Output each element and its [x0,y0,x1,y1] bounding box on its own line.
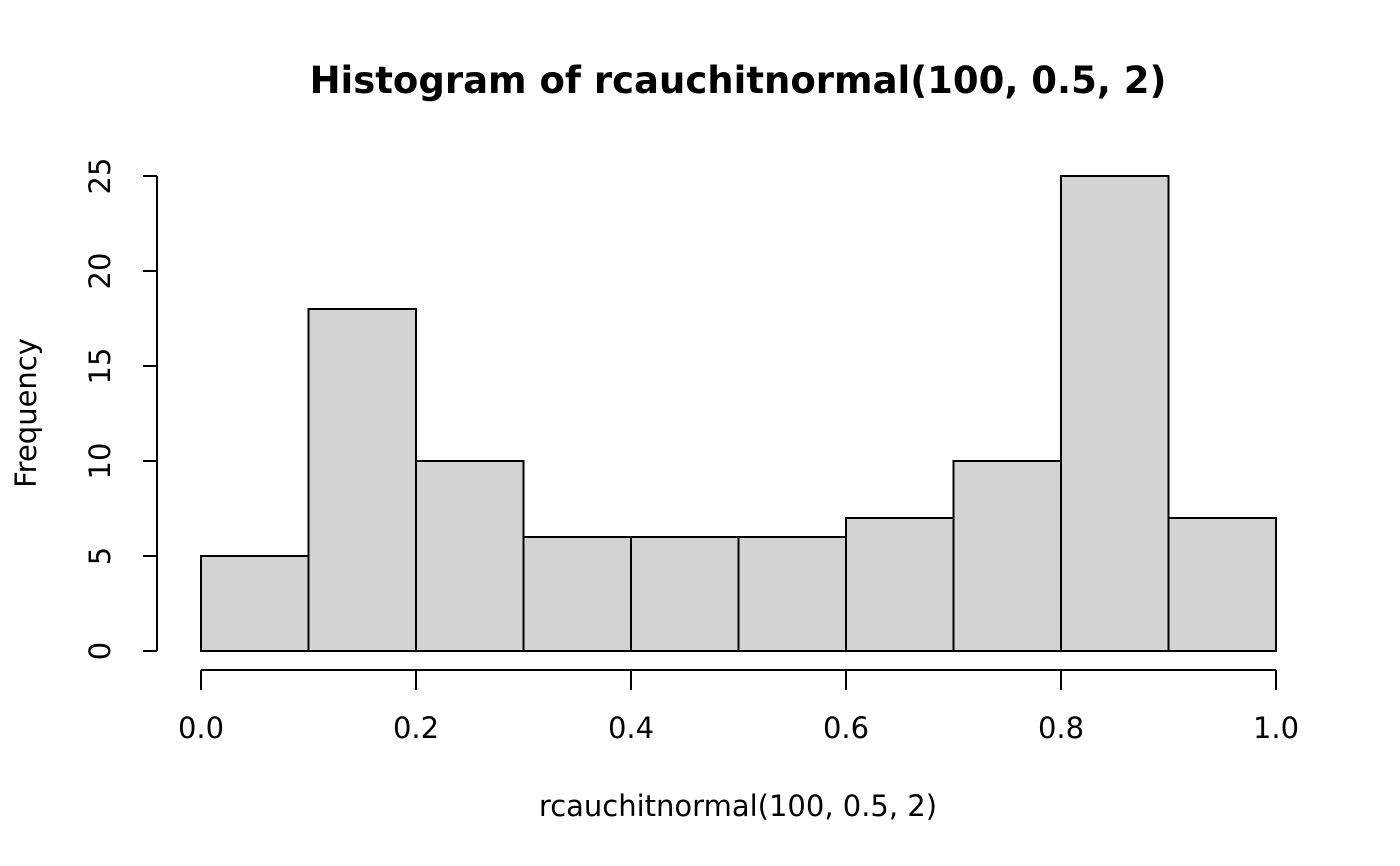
y-tick-label: 5 [83,547,117,565]
histogram-bar-2 [415,460,525,652]
chart-title: Histogram of rcauchitnormal(100, 0.5, 2) [310,59,1167,102]
histogram-bar-6 [845,517,955,652]
y-axis-label: Frequency [9,338,43,488]
y-tick-label: 15 [83,348,117,385]
histogram-bar-9 [1167,517,1277,652]
x-tick-label: 0.6 [823,711,869,745]
histogram-bar-8 [1060,175,1170,652]
x-tick-label: 0.0 [178,711,224,745]
y-tick-label: 0 [83,642,117,660]
x-tick-label: 0.4 [608,711,654,745]
y-tick-label: 25 [83,158,117,195]
x-axis: 0.0 0.2 0.4 0.6 0.8 1.0 [178,669,1299,745]
x-tick-label: 0.8 [1038,711,1084,745]
x-axis-label: rcauchitnormal(100, 0.5, 2) [539,789,937,823]
histogram-bar-7 [952,460,1062,652]
y-tick-label: 20 [83,253,117,290]
x-tick-label: 1.0 [1253,711,1299,745]
histogram-bar-0 [200,555,310,652]
bars-group [200,175,1277,652]
y-axis: 0 5 10 15 20 25 [83,158,158,660]
histogram-bar-1 [307,308,417,652]
histogram-bar-5 [737,536,847,652]
histogram-bar-3 [522,536,632,652]
y-tick-label: 10 [83,443,117,480]
x-tick-label: 0.2 [393,711,439,745]
histogram-bar-4 [630,536,740,652]
